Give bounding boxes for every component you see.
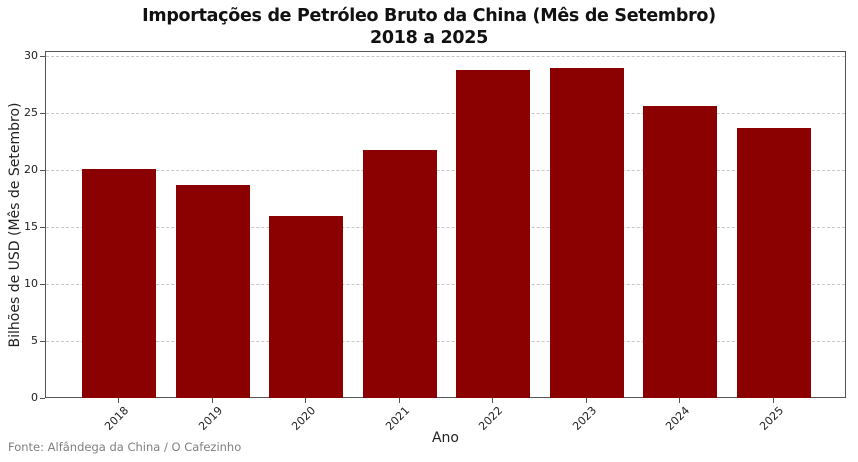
x-tick-label: 2019	[195, 404, 225, 433]
y-tick-mark	[40, 284, 45, 285]
x-tick-mark	[772, 398, 774, 403]
y-tick-mark	[40, 113, 45, 114]
y-tick-mark	[40, 227, 45, 228]
plot-area	[45, 51, 846, 398]
gridline	[46, 113, 845, 114]
y-tick-label: 10	[24, 277, 38, 290]
x-tick-mark	[492, 398, 493, 403]
y-tick-label: 20	[24, 163, 38, 176]
x-tick-label: 2022	[476, 404, 506, 433]
x-tick-mark	[305, 398, 306, 403]
chart-title-line-1: Importações de Petróleo Bruto da China (…	[142, 6, 716, 26]
y-tick-label: 0	[31, 391, 38, 404]
x-tick-label: 2023	[569, 404, 599, 433]
y-tick-label: 5	[31, 334, 38, 347]
gridline	[46, 227, 845, 228]
x-tick-mark	[118, 398, 119, 403]
x-tick-label: 2021	[382, 404, 412, 433]
x-tick-mark	[679, 398, 680, 403]
bar-2020	[269, 216, 343, 398]
bar-2025	[736, 127, 811, 398]
x-tick-mark	[211, 398, 213, 403]
bar-2021	[362, 150, 437, 398]
bar-2023	[549, 68, 624, 398]
y-tick-mark	[40, 398, 45, 399]
chart-title: Importações de Petróleo Bruto da China (…	[0, 5, 858, 49]
gridline	[46, 170, 845, 171]
bar-2018	[82, 168, 156, 398]
x-tick-mark	[398, 398, 400, 403]
x-tick-label: 2024	[663, 404, 693, 433]
bar-2024	[643, 106, 717, 398]
y-tick-mark	[40, 56, 45, 57]
gridline	[46, 341, 845, 342]
gridline	[46, 284, 845, 285]
chart-title-line-2: 2018 a 2025	[369, 28, 489, 48]
x-tick-label: 2020	[289, 404, 319, 433]
bar-2022	[456, 69, 530, 398]
y-tick-mark	[40, 170, 45, 171]
y-tick-mark	[40, 341, 45, 342]
x-axis-label: Ano	[431, 430, 459, 446]
y-tick-label: 30	[24, 49, 38, 62]
y-axis-label: Bilhões de USD (Mês de Setembro)	[7, 102, 23, 348]
y-tick-label: 25	[24, 106, 38, 119]
x-tick-mark	[585, 398, 587, 403]
source-caption: Fonte: Alfândega da China / O Cafezinho	[8, 440, 242, 454]
x-tick-label: 2018	[102, 404, 132, 433]
x-tick-label: 2025	[756, 404, 786, 433]
gridline	[46, 56, 845, 57]
y-tick-label: 15	[24, 220, 38, 233]
bar-2019	[175, 184, 250, 398]
